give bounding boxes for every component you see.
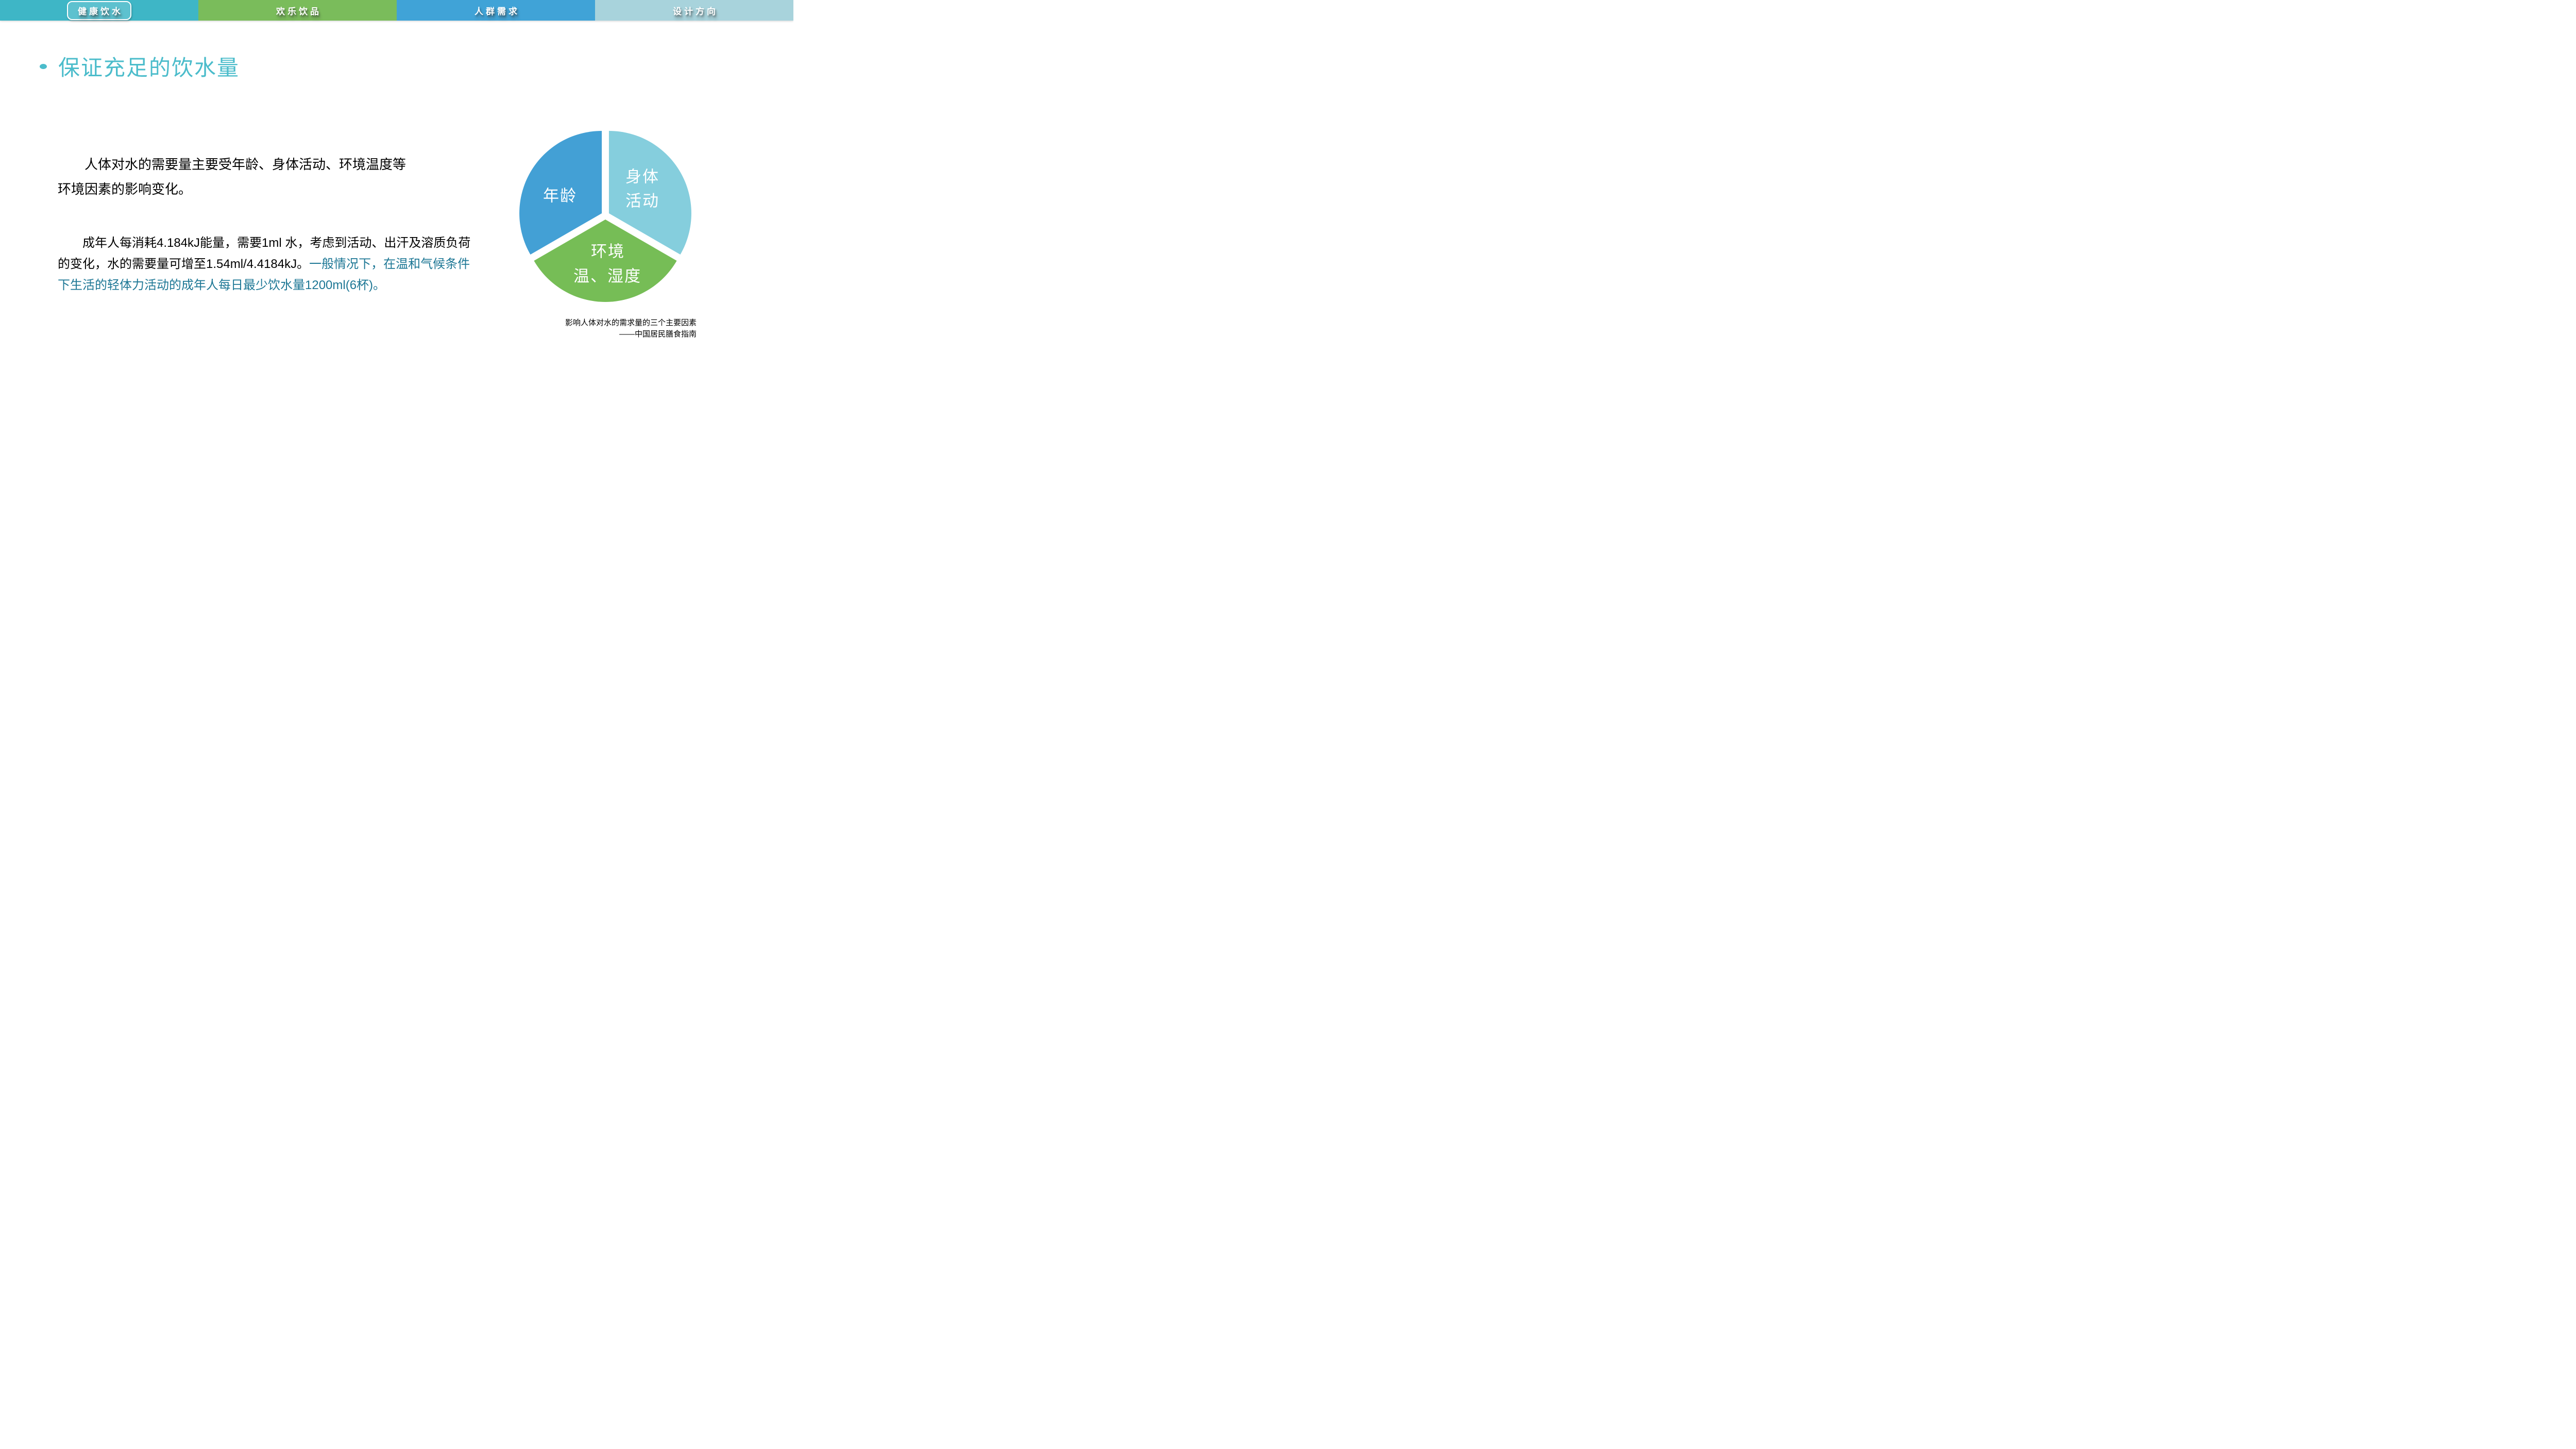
slide: 健康饮水 欢乐饮品 人群需求 设计方向 保证充足的饮水量 人体对水的需要量主要受…: [0, 0, 793, 446]
pie-label-body-line1: 身体: [625, 168, 659, 186]
nav-tab-population-needs[interactable]: 人群需求: [397, 0, 595, 21]
nav-tab-healthy-water[interactable]: 健康饮水: [0, 0, 198, 21]
nav-tab-label: 欢乐饮品: [276, 6, 321, 16]
nav-tab-label: 人群需求: [474, 6, 520, 16]
pie-wedge-environment: [534, 220, 677, 302]
body-paragraph-2: 成年人每消耗4.184kJ能量，需要1ml 水，考虑到活动、出汗及溶质负荷 的变…: [58, 232, 485, 296]
pie-label-age: 年龄: [543, 187, 577, 205]
paragraph-line: 成年人每消耗4.184kJ能量，需要1ml 水，考虑到活动、出汗及溶质负荷: [82, 236, 471, 250]
paragraph-line: 人体对水的需要量主要受年龄、身体活动、环境温度等: [84, 157, 406, 172]
pie-chart: 年龄 身体 活动 环境 温、湿度: [519, 131, 691, 302]
nav-bar: 健康饮水 欢乐饮品 人群需求 设计方向: [0, 0, 793, 21]
pie-label-env-line2: 温、湿度: [573, 267, 641, 285]
active-tab-frame: 健康饮水: [67, 1, 131, 20]
page-title: 保证充足的饮水量: [58, 56, 240, 80]
caption-line-2: ——中国居民膳食指南: [619, 329, 697, 339]
paragraph-line: 环境因素的影响变化。: [58, 181, 192, 197]
nav-tab-happy-drinks[interactable]: 欢乐饮品: [198, 0, 397, 21]
nav-tab-label: 设计方向: [673, 6, 718, 16]
paragraph-line: 的变化，水的需要量可增至1.54ml/4.4184kJ。一般情况下，在温和气候条…: [58, 254, 485, 275]
pie-wedge-body-activity: [608, 131, 691, 255]
bullet-icon: [40, 63, 47, 69]
pie-label-env-line1: 环境: [591, 243, 625, 261]
pie-wedge-age: [519, 131, 602, 255]
body-paragraph-1: 人体对水的需要量主要受年龄、身体活动、环境温度等 环境因素的影响变化。: [58, 152, 485, 201]
nav-tab-label: 健康饮水: [78, 6, 123, 16]
chart-caption: 影响人体对水的需求量的三个主要因素 ——中国居民膳食指南: [490, 317, 697, 340]
paragraph-text-highlight: 一般情况下，在温和气候条件: [309, 257, 470, 271]
pie-label-body-line2: 活动: [625, 192, 659, 210]
paragraph-text-black: 的变化，水的需要量可增至1.54ml/4.4184kJ。: [58, 257, 310, 271]
title-row: 保证充足的饮水量: [40, 50, 240, 82]
caption-line-1: 影响人体对水的需求量的三个主要因素: [565, 318, 697, 327]
nav-tab-design-direction[interactable]: 设计方向: [595, 0, 793, 21]
paragraph-line-highlight: 下生活的轻体力活动的成年人每日最少饮水量1200ml(6杯)。: [58, 278, 386, 292]
